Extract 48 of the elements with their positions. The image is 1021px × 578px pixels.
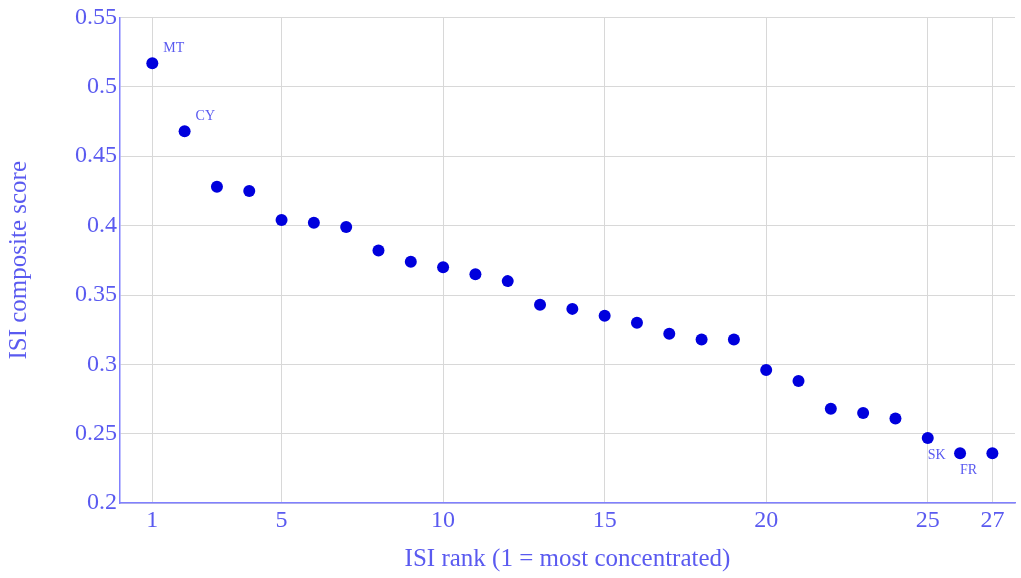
- point: [437, 261, 450, 274]
- annotation: CY: [195, 107, 216, 123]
- point: [243, 184, 256, 197]
- x-tick-label: 20: [754, 505, 779, 532]
- annotation: FR: [960, 461, 978, 477]
- point: [824, 402, 837, 415]
- x-tick-label: 27: [980, 505, 1005, 532]
- x-tick-label: 5: [275, 505, 288, 532]
- point: [986, 447, 999, 460]
- y-tick-label: 0.3: [87, 349, 117, 376]
- x-tick-label: 25: [915, 505, 940, 532]
- point: [727, 333, 740, 346]
- y-tick-label: 0.55: [75, 2, 117, 29]
- y-tick-label: 0.4: [87, 210, 117, 237]
- point: [469, 268, 482, 281]
- point: [598, 309, 611, 322]
- point: [404, 255, 417, 268]
- point: [275, 214, 288, 227]
- point: [954, 447, 967, 460]
- point: [307, 216, 320, 229]
- y-axis-title: ISI composite score: [3, 161, 31, 360]
- x-tick-label: 15: [592, 505, 617, 532]
- y-tick-label: 0.45: [75, 141, 117, 168]
- point: [146, 57, 159, 70]
- x-axis-title: ISI rank (1 = most concentrated): [404, 543, 731, 572]
- point: [857, 406, 870, 419]
- point: [340, 220, 353, 233]
- x-tick-label: 10: [431, 505, 456, 532]
- point: [178, 125, 191, 138]
- point: [792, 375, 805, 388]
- annotation: SK: [927, 446, 946, 462]
- point: [921, 431, 934, 444]
- y-tick-label: 0.5: [87, 72, 117, 99]
- point: [889, 412, 902, 425]
- y-tick-label: 0.35: [75, 280, 117, 307]
- point: [695, 333, 708, 346]
- point: [630, 316, 643, 329]
- y-tick-label: 0.25: [75, 419, 117, 446]
- point: [760, 363, 773, 376]
- x-tick-label: 1: [146, 505, 159, 532]
- point: [534, 298, 547, 311]
- point: [372, 244, 385, 257]
- y-tick-label: 0.2: [87, 488, 117, 515]
- point: [566, 302, 579, 315]
- point: [210, 180, 223, 193]
- point: [663, 327, 676, 340]
- point: [501, 275, 514, 288]
- annotation: MT: [163, 39, 185, 55]
